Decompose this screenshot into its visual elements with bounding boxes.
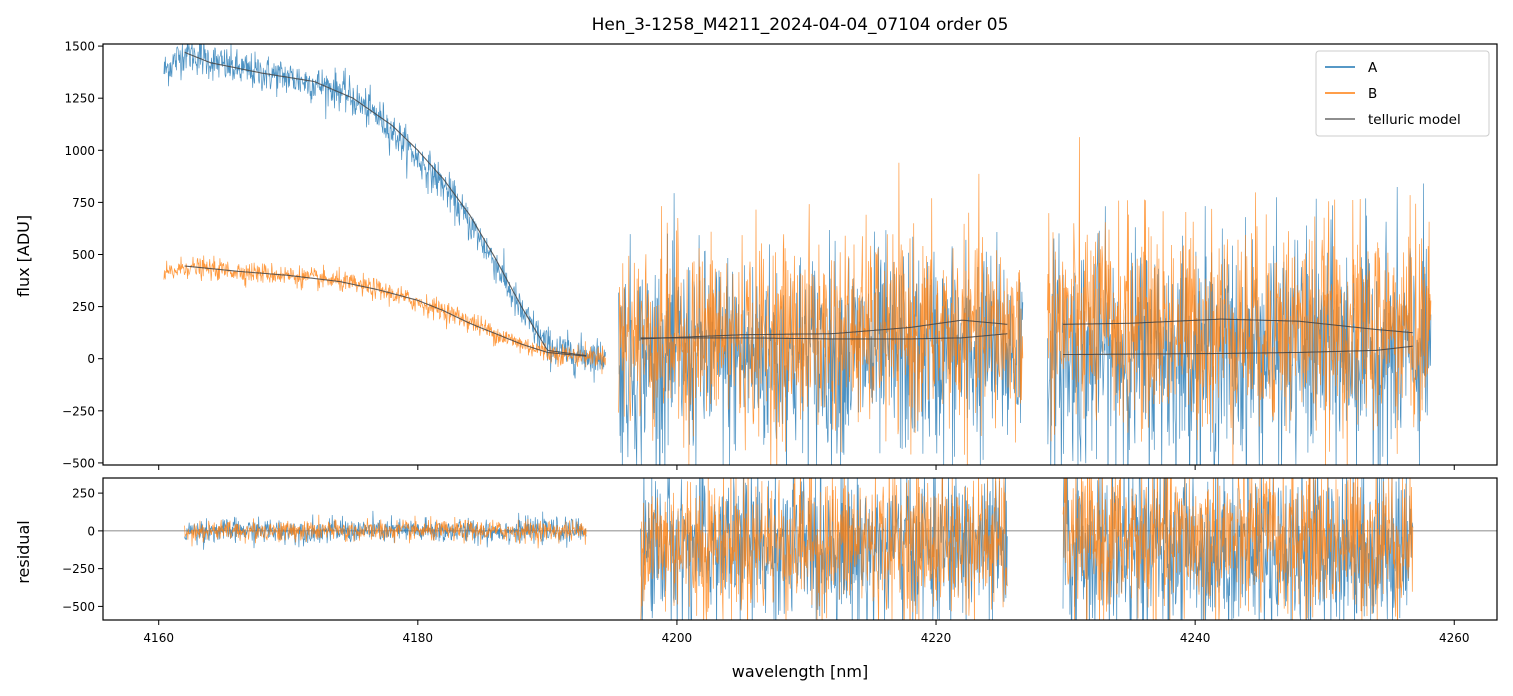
telluric-model-segment-2: [184, 265, 587, 357]
flux-y-tick-label-2: 0: [87, 352, 95, 366]
flux-y-label: flux [ADU]: [14, 215, 33, 297]
x-tick-label-0: 4160: [143, 631, 174, 645]
x-tick-label-3: 4220: [921, 631, 952, 645]
x-tick-label-4: 4240: [1180, 631, 1211, 645]
flux-plot-area: [163, 44, 1432, 465]
telluric-model-segment-3: [640, 319, 1008, 340]
residual-y-axis: −500 −250 0 250: [62, 487, 103, 614]
flux-series-a-segment-1: [163, 44, 607, 383]
residual-y-tick-label-2: 0: [87, 524, 95, 538]
residual-plot-area: [184, 478, 1414, 620]
residual-y-tick-label-0: −500: [62, 600, 95, 614]
flux-panel: −500 −250 0 250 500 750 1000 1250 1500 flux [ADU…: [14, 40, 1498, 470]
chart-title: Hen_3-1258_M4211_2024-04-04_07104 order …: [592, 15, 1009, 35]
flux-series-b-segment-2: [618, 162, 1024, 465]
telluric-model-segment-5: [1063, 318, 1413, 334]
flux-series-b-segment-1: [163, 255, 607, 375]
flux-y-tick-label-7: 1250: [64, 92, 95, 106]
residual-series-a-segment-3: [1062, 478, 1414, 620]
legend-label-a: A: [1368, 60, 1378, 76]
flux-y-tick-label-3: 250: [72, 300, 95, 314]
legend-label-b: B: [1368, 86, 1377, 102]
flux-y-tick-label-5: 750: [72, 196, 95, 210]
flux-y-axis: −500 −250 0 250 500 750 1000 1250 1500: [62, 40, 103, 470]
x-tick-label-1: 4180: [403, 631, 434, 645]
telluric-model-segment-1: [184, 51, 587, 357]
residual-series-b-segment-2: [640, 478, 1008, 620]
telluric-model-segment-6: [1063, 345, 1413, 356]
telluric-model-segment-4: [640, 333, 1008, 340]
legend: A B telluric model: [1315, 50, 1490, 137]
flux-y-tick-label-1: −250: [62, 404, 95, 418]
flux-y-tick-label-8: 1500: [64, 40, 95, 54]
residual-y-tick-label-3: 250: [72, 487, 95, 501]
residual-x-axis: 4160 4180 4200 4220 4240 4260: [143, 620, 1470, 645]
residual-series-b-segment-1: [184, 514, 587, 549]
legend-box: [1315, 50, 1490, 137]
residual-panel: −500 −250 0 250 4160 4180 4200 4220 4240 4260 re…: [14, 477, 1498, 681]
residual-y-tick-label-1: −250: [62, 562, 95, 576]
legend-label-telluric: telluric model: [1368, 112, 1461, 128]
flux-y-tick-label-6: 1000: [64, 144, 95, 158]
x-axis-label: wavelength [nm]: [732, 662, 869, 681]
flux-x-axis: [158, 465, 1455, 470]
residual-series-b-segment-3: [1062, 478, 1414, 620]
x-tick-label-5: 4260: [1439, 631, 1470, 645]
residual-y-label: residual: [14, 520, 33, 583]
residual-series-a-segment-2: [640, 478, 1008, 620]
flux-y-tick-label-4: 500: [72, 248, 95, 262]
residual-axes-frame: [102, 477, 1498, 621]
x-tick-label-2: 4200: [662, 631, 693, 645]
flux-y-tick-label-0: −500: [62, 456, 95, 470]
